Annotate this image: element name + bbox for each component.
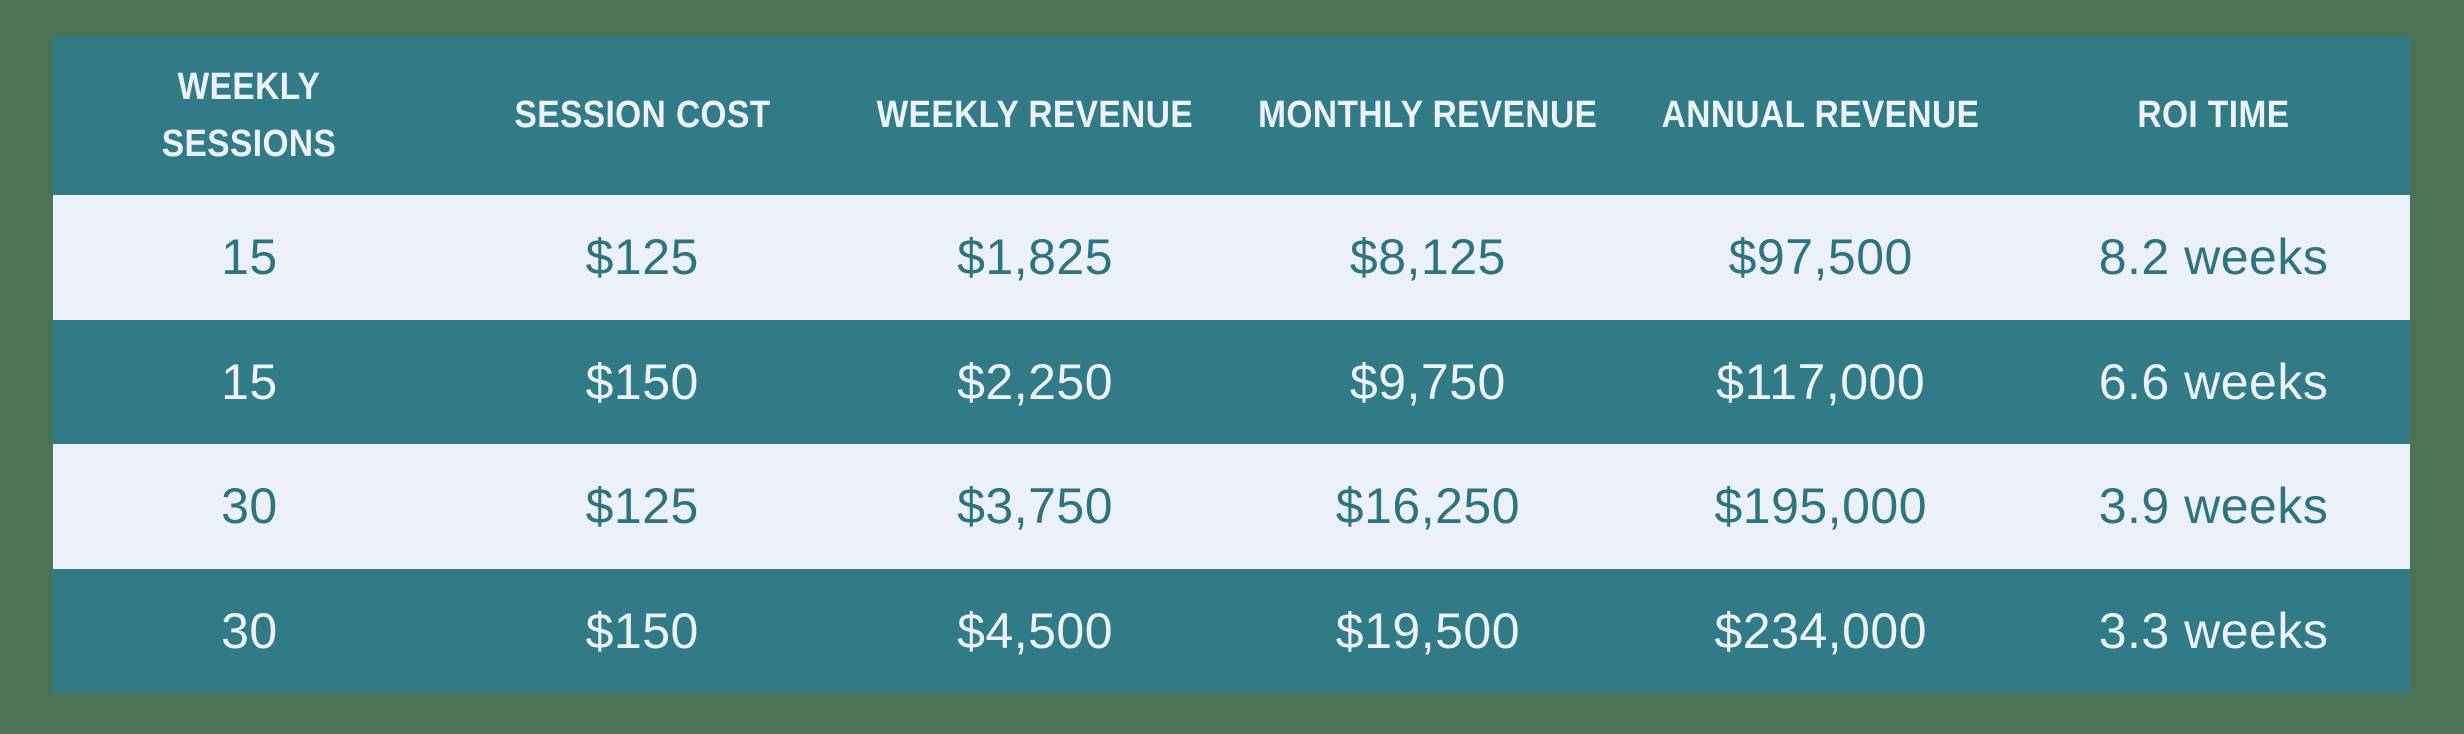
- table-cell: $3,750: [957, 478, 1114, 535]
- table-cell: $4,500: [957, 602, 1114, 659]
- roi-pricing-table: WEEKLY SESSIONS SESSION COST WEEKLY REVE…: [53, 36, 2410, 693]
- header-cell-weekly-revenue: WEEKLY REVENUE: [839, 36, 1232, 195]
- table-cell: 15: [221, 353, 278, 410]
- table-cell: 30: [221, 602, 278, 659]
- header-label: ANNUAL REVENUE: [1661, 94, 1980, 136]
- table-cell: $195,000: [1714, 478, 1927, 535]
- table-row: 15 $125 $1,825 $8,125 $97,500 8.2 weeks: [53, 195, 2410, 320]
- table-cell: 15: [221, 229, 278, 286]
- table-cell: $16,250: [1335, 478, 1521, 535]
- table-cell: $2,250: [957, 353, 1114, 410]
- header-label: MONTHLY REVENUE: [1258, 94, 1598, 136]
- header-label: SESSION COST: [514, 94, 771, 136]
- table-row: 30 $150 $4,500 $19,500 $234,000 3.3 week…: [53, 568, 2410, 693]
- table-row: 15 $150 $2,250 $9,750 $117,000 6.6 weeks: [53, 319, 2410, 444]
- table-cell: 6.6 weeks: [2098, 353, 2329, 410]
- header-label: WEEKLY SESSIONS: [162, 65, 337, 165]
- header-cell-weekly-sessions: WEEKLY SESSIONS: [53, 36, 446, 195]
- table-cell: $9,750: [1349, 353, 1506, 410]
- header-cell-roi-time: ROI TIME: [2017, 36, 2410, 195]
- table-cell: $150: [585, 353, 699, 410]
- table-cell: $8,125: [1349, 229, 1506, 286]
- table-cell: $97,500: [1728, 229, 1913, 286]
- table-cell: 8.2 weeks: [2098, 229, 2329, 286]
- table-cell: 3.9 weeks: [2098, 478, 2329, 535]
- table-row: 30 $125 $3,750 $16,250 $195,000 3.9 week…: [53, 444, 2410, 569]
- table-cell: $234,000: [1714, 602, 1927, 659]
- header-cell-monthly-revenue: MONTHLY REVENUE: [1231, 36, 1624, 195]
- table-cell: 30: [221, 478, 278, 535]
- header-cell-session-cost: SESSION COST: [446, 36, 839, 195]
- table-cell: $19,500: [1335, 602, 1521, 659]
- table-cell: $150: [585, 602, 699, 659]
- table-header-row: WEEKLY SESSIONS SESSION COST WEEKLY REVE…: [53, 36, 2410, 195]
- header-label: WEEKLY REVENUE: [876, 94, 1194, 136]
- table-cell: $117,000: [1716, 353, 1926, 410]
- table-cell: $125: [585, 229, 699, 286]
- header-cell-annual-revenue: ANNUAL REVENUE: [1624, 36, 2017, 195]
- table-cell: 3.3 weeks: [2098, 602, 2329, 659]
- table-cell: $125: [585, 478, 699, 535]
- table-cell: $1,825: [957, 229, 1114, 286]
- header-label: ROI TIME: [2137, 94, 2290, 136]
